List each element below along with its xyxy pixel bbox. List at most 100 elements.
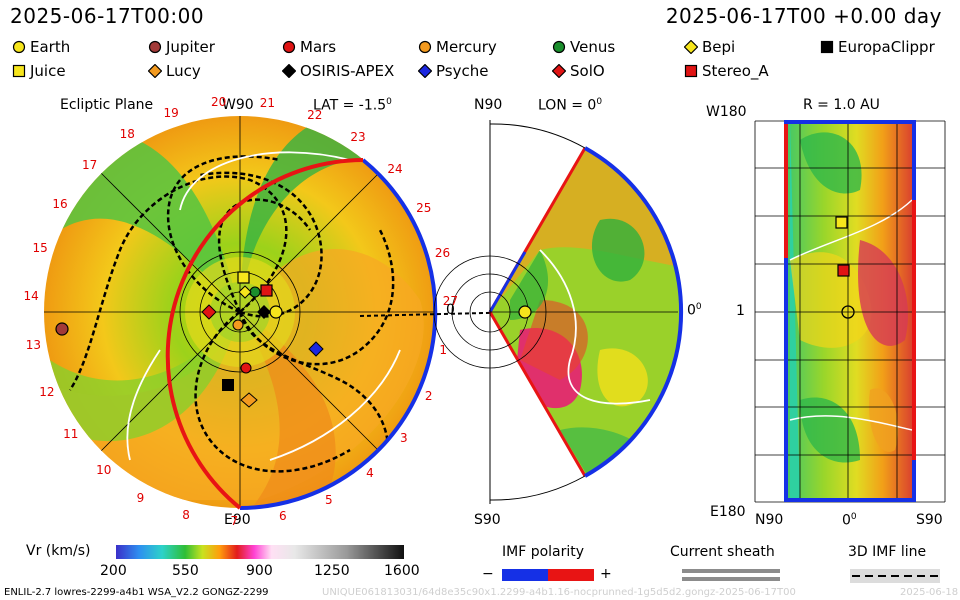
legend-item-mars: Mars — [282, 38, 336, 56]
legend-label: Stereo_A — [702, 62, 769, 80]
map-1au-plot — [754, 120, 946, 503]
map-juice-marker — [835, 216, 848, 229]
legend-item-jupiter: Jupiter — [148, 38, 215, 56]
ecliptic-top-label: W90 — [222, 97, 254, 113]
ecliptic-tick-label: 14 — [23, 289, 39, 304]
legend-item-earth: Earth — [12, 38, 70, 56]
current-sheath-title: Current sheath — [670, 544, 775, 560]
ecliptic-tick-label: 7 — [230, 513, 239, 528]
legend-item-bepi: Bepi — [684, 38, 735, 56]
ecliptic-tick-label: 15 — [32, 241, 48, 256]
time-offset-title: 2025-06-17T00 +0.00 day — [665, 4, 942, 28]
ecliptic-tick-label: 13 — [25, 338, 42, 353]
ecliptic-right-label: 0 — [446, 302, 455, 318]
jupiter-marker — [55, 322, 69, 336]
ecliptic-tick-label: 23 — [350, 129, 366, 144]
ecliptic-tick-label: 22 — [307, 107, 323, 122]
legend-item-psyche: Psyche — [418, 62, 488, 80]
legend-label: Juice — [30, 62, 66, 80]
legend-label: Lucy — [166, 62, 201, 80]
juice-marker — [237, 271, 250, 284]
map-bottom-label-zero: 00 — [842, 512, 857, 529]
legend-circle-icon — [552, 40, 566, 54]
colorbar-tick-1250: 1250 — [314, 563, 350, 579]
imf-polarity-title: IMF polarity — [502, 544, 585, 560]
ecliptic-tick-label: 4 — [366, 466, 374, 481]
ecliptic-tick-label: 25 — [416, 201, 432, 216]
meridional-right-label: 00 — [687, 302, 702, 319]
ecliptic-tick-label: 27 — [442, 294, 459, 309]
ecliptic-tick-label: 12 — [39, 384, 55, 399]
map-stereo-a-marker — [837, 264, 850, 277]
colorbar-tick-900: 900 — [246, 563, 273, 579]
legend-item-osiris-apex: OSIRIS-APEX — [282, 62, 394, 80]
lat-label: LAT = -1.50 — [313, 97, 392, 114]
solo-marker — [201, 304, 217, 320]
ecliptic-tick-label: 11 — [63, 427, 79, 442]
ecliptic-tick-label: 21 — [259, 95, 276, 110]
ecliptic-tick-label: 10 — [96, 463, 112, 478]
ecliptic-tick-label: 18 — [119, 127, 135, 142]
ecliptic-tick-label: 20 — [211, 95, 227, 110]
colorbar-tick-550: 550 — [172, 563, 199, 579]
legend-item-solo: SolO — [552, 62, 605, 80]
ecliptic-tick-label: 19 — [163, 105, 179, 120]
current-sheath-swatch — [682, 569, 780, 581]
europa-clipper-marker — [222, 379, 234, 391]
ecliptic-tick-label: 17 — [81, 158, 98, 173]
legend-label: Mercury — [436, 38, 497, 56]
legend-item-europaclippr: EuropaClippr — [820, 38, 935, 56]
map-bottom-left-label: E180 — [710, 504, 746, 520]
legend-diamond-icon — [552, 64, 566, 78]
model-footer: ENLIL-2.7 lowres-2299-a4b1 WSA_V2.2 GONG… — [4, 587, 269, 598]
legend-circle-icon — [12, 40, 26, 54]
imf-plus-label: + — [600, 566, 612, 582]
run-id-footer: UNIQUE061813031/64d8e35c90x1.2299-a4b1.1… — [322, 587, 796, 598]
map-bottom-label-s90: S90 — [916, 512, 943, 528]
colorbar-tick-1600: 1600 — [384, 563, 420, 579]
osiris-apex-marker — [257, 305, 271, 319]
meridional-earth-marker — [518, 305, 532, 319]
ecliptic-tick-label: 5 — [325, 492, 333, 507]
ecliptic-tick-label: 3 — [399, 431, 408, 446]
legend-square-icon — [684, 64, 698, 78]
ecliptic-bottom-label: E90 — [224, 512, 251, 528]
map-title: R = 1.0 AU — [803, 97, 880, 113]
colorbar-label: Vr (km/s) — [26, 543, 91, 559]
datetime-title: 2025-06-17T00:00 — [10, 4, 205, 28]
legend-circle-icon — [282, 40, 296, 54]
legend-circle-icon — [148, 40, 162, 54]
legend-item-venus: Venus — [552, 38, 615, 56]
mercury-marker — [232, 319, 244, 331]
map-mid-left-label: 1 — [736, 303, 745, 319]
earth-marker — [269, 305, 283, 319]
legend-label: Psyche — [436, 62, 489, 80]
legend-diamond-icon — [282, 64, 296, 78]
ecliptic-tick-label: 24 — [387, 161, 403, 176]
lon-label: LON = 00 — [538, 97, 603, 114]
legend-diamond-icon — [418, 64, 432, 78]
mars-marker — [240, 362, 252, 374]
map-earth-marker — [841, 305, 855, 319]
legend-circle-icon — [418, 40, 432, 54]
ecliptic-tick-label: 9 — [136, 490, 145, 505]
meridional-top-label: N90 — [474, 97, 503, 113]
legend-item-juice: Juice — [12, 62, 66, 80]
ecliptic-tick-label: 8 — [182, 507, 190, 522]
imf-line-swatch — [850, 569, 940, 583]
imf-negative-swatch — [502, 569, 548, 581]
imf-minus-label: − — [482, 566, 494, 582]
velocity-colorbar — [116, 545, 404, 559]
colorbar-tick-200: 200 — [100, 563, 127, 579]
ecliptic-tick-label: 16 — [52, 196, 68, 211]
legend-square-icon — [820, 40, 834, 54]
bepi-marker — [238, 285, 252, 299]
stereo-a-marker — [260, 284, 273, 297]
meridional-bottom-label: S90 — [474, 512, 501, 528]
legend-diamond-icon — [148, 64, 162, 78]
date-footer: 2025-06-18 — [900, 587, 958, 598]
legend-label: SolO — [570, 62, 605, 80]
ecliptic-tick-label: 6 — [279, 508, 287, 523]
legend-item-stereo-a: Stereo_A — [684, 62, 769, 80]
legend-label: EuropaClippr — [838, 38, 935, 56]
